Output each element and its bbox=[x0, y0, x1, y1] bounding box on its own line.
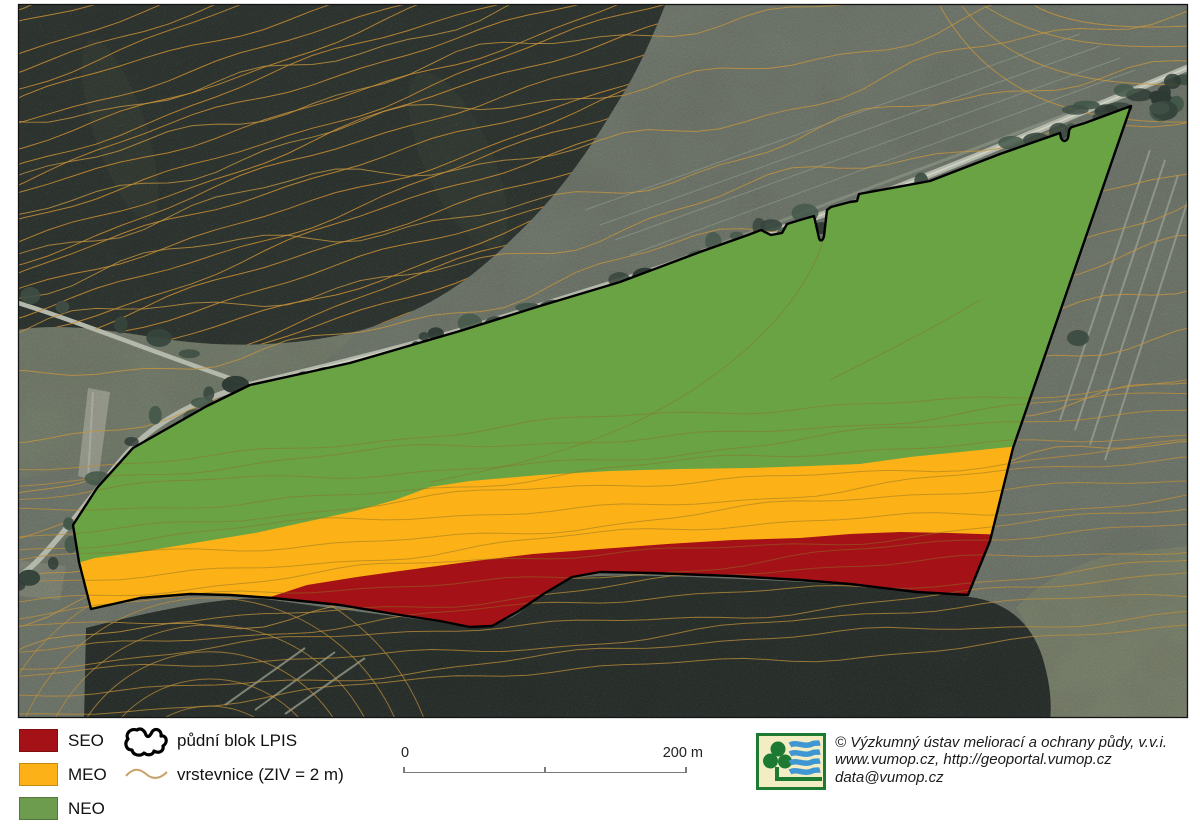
legend-swatch-neo bbox=[19, 797, 58, 820]
water-waves-icon bbox=[788, 740, 821, 776]
credits-line-2: www.vumop.cz, http://geoportal.vumop.cz bbox=[835, 751, 1112, 769]
legend-swatch-seo bbox=[19, 729, 58, 752]
map-layers bbox=[18, 4, 1188, 718]
lpis-outline-icon bbox=[124, 727, 168, 757]
contour-spurs bbox=[939, 5, 1188, 123]
scale-end-label: 200 m bbox=[662, 745, 703, 761]
field-streaks bbox=[584, 33, 1136, 256]
legend-label-neo: NEO bbox=[68, 799, 105, 818]
credits-line-3: data@vumop.cz bbox=[835, 768, 944, 786]
field-streaks-right bbox=[1059, 149, 1188, 461]
scale-bar: 0 200 m bbox=[401, 745, 703, 775]
credits-text: © Výzkumný ústav meliorací a ochrany půd… bbox=[835, 734, 1200, 786]
map-frame bbox=[17, 3, 1189, 719]
field-streaks-bottom bbox=[224, 647, 366, 715]
contour-line-icon bbox=[125, 768, 168, 779]
tree-cluster-icon bbox=[763, 741, 792, 769]
legend-label-meo: MEO bbox=[68, 765, 107, 784]
credits-line-1: © Výzkumný ústav meliorací a ochrany půd… bbox=[835, 734, 1168, 751]
legend-label-seo: SEO bbox=[68, 731, 104, 750]
field-streak bbox=[649, 83, 1146, 272]
legend-label-contour: vrstevnice (ZIV = 2 m) bbox=[177, 765, 344, 784]
tree bbox=[1067, 330, 1089, 346]
scale-line bbox=[403, 766, 687, 773]
vumop-logo bbox=[756, 733, 826, 790]
legend-swatch-meo bbox=[19, 763, 58, 786]
legend-label-lpis: půdní blok LPIS bbox=[177, 731, 298, 750]
logo-stem bbox=[775, 767, 822, 781]
scale-start-label: 0 bbox=[401, 745, 410, 761]
